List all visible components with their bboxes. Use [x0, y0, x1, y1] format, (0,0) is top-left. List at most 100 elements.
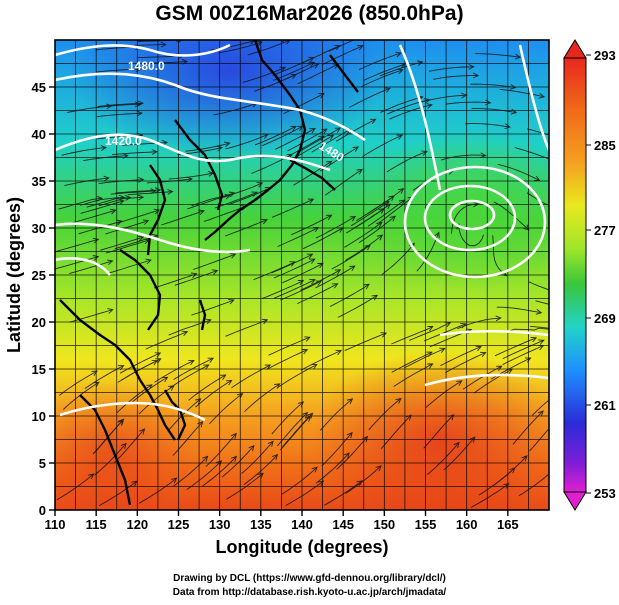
streamline-arrowhead	[202, 455, 209, 462]
streamline-arrowhead	[448, 414, 455, 421]
streamline	[300, 350, 342, 371]
streamline	[82, 155, 128, 162]
streamline-arrowhead	[495, 315, 502, 322]
streamline-arrowhead	[304, 336, 311, 342]
streamline-arrowhead	[453, 441, 460, 449]
streamline-arrowhead	[151, 149, 158, 155]
streamline-arrowhead	[160, 41, 167, 48]
streamline	[98, 196, 144, 207]
streamline	[98, 179, 144, 184]
streamline	[244, 383, 280, 413]
streamline	[110, 190, 156, 195]
streamline	[473, 368, 513, 394]
streamline	[188, 374, 226, 401]
streamline-arrowhead	[362, 435, 369, 443]
streamline-arrowhead	[326, 160, 333, 167]
streamline	[80, 196, 125, 206]
streamline-arrowhead	[207, 357, 215, 363]
streamline	[345, 465, 382, 494]
streamline-arrowhead	[434, 231, 440, 238]
streamline	[168, 398, 201, 431]
y-tick-label: 0	[39, 503, 46, 518]
streamline-arrowhead	[205, 318, 212, 325]
streamline	[116, 209, 160, 224]
streamline-arrowhead	[290, 125, 297, 132]
streamline	[358, 215, 396, 244]
streamline-arrowhead	[220, 374, 227, 380]
streamline-arrowhead	[550, 469, 555, 474]
streamline-arrowhead	[186, 176, 193, 183]
streamline	[324, 169, 363, 196]
height-contours	[55, 43, 549, 422]
streamline-arrowhead	[317, 262, 324, 269]
colorbar-label: 285	[594, 138, 616, 153]
streamline	[294, 134, 334, 159]
streamline	[494, 337, 537, 357]
streamline-arrowhead	[142, 219, 150, 225]
streamline-arrowhead	[131, 480, 138, 487]
streamline	[114, 428, 145, 463]
streamline	[362, 134, 403, 157]
streamline	[138, 477, 177, 504]
streamline-arrowhead	[537, 410, 544, 417]
streamline	[241, 441, 274, 474]
streamline-arrowhead	[376, 234, 384, 241]
streamline	[203, 205, 247, 222]
streamline	[391, 326, 434, 345]
streamline	[205, 433, 237, 467]
streamline	[360, 69, 403, 88]
streamline-arrowhead	[155, 358, 162, 364]
streamline-arrowhead	[479, 351, 487, 358]
streamline	[319, 146, 359, 172]
streamline	[271, 198, 314, 218]
streamline	[277, 364, 318, 388]
streamline	[329, 283, 370, 307]
streamline	[492, 235, 507, 277]
streamline-arrowhead	[106, 259, 114, 266]
streamline-arrowhead	[370, 118, 377, 125]
streamline-arrowhead	[399, 62, 407, 69]
streamline	[168, 172, 214, 180]
streamline-arrowhead	[197, 421, 204, 428]
streamline	[315, 452, 350, 484]
streamline	[271, 253, 313, 274]
streamline	[324, 480, 363, 506]
streamline-arrowhead	[421, 150, 428, 156]
streamline	[440, 346, 482, 367]
streamline	[290, 214, 332, 236]
streamline-arrowhead	[198, 209, 205, 216]
streamline	[247, 40, 291, 56]
streamline-arrowhead	[363, 283, 370, 290]
streamline	[425, 380, 463, 409]
streamline-arrowhead	[297, 280, 305, 286]
streamline	[321, 432, 353, 467]
streamline-arrowhead	[530, 336, 538, 343]
streamline	[297, 283, 338, 305]
streamline	[358, 52, 402, 71]
streamline-arrowhead	[150, 188, 157, 195]
streamline	[379, 61, 423, 77]
streamline-arrowhead	[116, 219, 123, 226]
streamline-arrowhead	[231, 455, 238, 462]
y-tick-label: 30	[32, 221, 46, 236]
streamline	[275, 128, 316, 150]
streamline	[254, 74, 297, 92]
streamline	[328, 40, 355, 52]
streamline	[95, 68, 141, 73]
streamline-arrowhead	[228, 191, 236, 198]
temperature-field	[55, 40, 549, 510]
streamline-arrowhead	[135, 66, 142, 73]
streamline-arrowhead	[439, 347, 446, 353]
y-axis-title: Latitude (degrees)	[4, 197, 24, 353]
colorbar-label: 293	[594, 48, 616, 63]
streamline-arrowhead	[417, 60, 424, 67]
streamline-arrowhead	[137, 235, 145, 242]
streamline	[97, 102, 143, 107]
streamline-arrowhead	[215, 460, 223, 467]
streamline	[95, 103, 141, 109]
streamline-arrowhead	[307, 412, 314, 419]
streamline-arrowhead	[181, 330, 189, 337]
streamline-arrowhead	[389, 215, 396, 222]
streamline-arrowhead	[426, 351, 433, 357]
streamline	[282, 413, 313, 448]
